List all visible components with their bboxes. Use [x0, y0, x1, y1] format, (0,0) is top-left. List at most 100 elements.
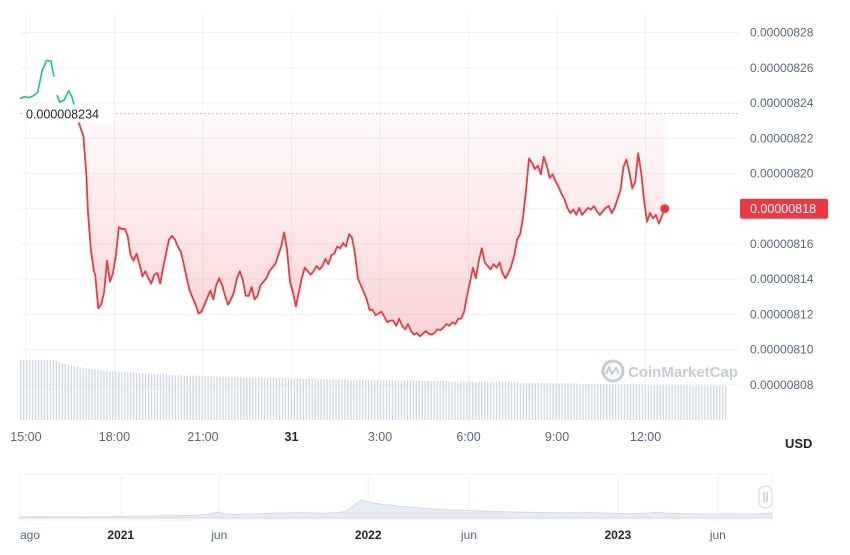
volume-bar	[623, 384, 626, 420]
volume-bar	[34, 360, 37, 420]
volume-bar	[507, 382, 510, 420]
price-lines	[19, 59, 666, 338]
volume-bar	[597, 384, 599, 420]
volume-bar	[186, 375, 188, 420]
volume-bar	[144, 373, 147, 420]
volume-bar	[406, 380, 409, 420]
volume-bar	[150, 373, 153, 420]
volume-bar	[82, 367, 84, 420]
volume-bar	[350, 379, 352, 420]
volume-bar	[632, 384, 635, 420]
volume-bar	[564, 383, 566, 420]
volume-bar	[653, 385, 655, 420]
volume-bar	[257, 377, 260, 420]
volume-bar	[314, 378, 316, 420]
y-tick-label: 0.00000820	[750, 166, 814, 180]
range-navigator[interactable]: ago 2021 jun 2022 jun 2023 jun	[19, 473, 773, 542]
volume-bar	[127, 372, 129, 420]
volume-bar	[543, 382, 545, 420]
price-area-down	[74, 106, 665, 337]
volume-bar	[525, 382, 528, 420]
volume-bar	[528, 382, 531, 420]
volume-bar	[374, 379, 376, 420]
volume-bar	[43, 360, 46, 420]
price-line-up	[56, 89, 76, 107]
volume-bar	[162, 374, 165, 420]
volume-bar	[326, 379, 328, 420]
reference-price-label-bg	[22, 104, 114, 123]
volume-bar	[130, 372, 132, 420]
volume-bar	[546, 382, 548, 420]
volume-bar	[204, 376, 206, 420]
volume-bar	[692, 385, 694, 420]
volume-bar	[558, 383, 560, 420]
volume-bar	[302, 378, 304, 420]
volume-bar	[308, 378, 310, 420]
volume-bar	[665, 385, 667, 420]
volume-bar	[415, 381, 417, 420]
volume-bar	[329, 379, 331, 420]
volume-bar	[409, 380, 412, 420]
volume-bar	[516, 382, 519, 420]
x-axis-ticks: 15:00 18:00 21:00 31 3:00 6:00 9:00 12:00	[10, 430, 661, 444]
volume-bar	[671, 385, 673, 420]
volume-bar	[519, 382, 522, 420]
volume-bar	[335, 379, 337, 420]
volume-bar	[472, 381, 474, 420]
volume-bar	[85, 368, 87, 420]
coinmarketcap-logo-icon	[601, 359, 625, 383]
volume-bar	[725, 385, 727, 420]
y-tick-label: 0.00000814	[750, 272, 814, 286]
volume-bar	[165, 374, 168, 420]
volume-bar	[391, 380, 394, 420]
volume-bar	[299, 378, 301, 420]
volume-bar	[91, 369, 93, 420]
volume-bar	[198, 375, 200, 420]
x-tick-label: 9:00	[545, 430, 569, 444]
navigator-tick-label: 2022	[355, 528, 382, 542]
volume-bar	[484, 382, 486, 420]
reference-price-label: 0.000008234	[26, 108, 99, 122]
navigator-grid	[120, 476, 719, 518]
volume-bar	[58, 361, 61, 420]
volume-bar	[70, 365, 72, 420]
volume-bar	[79, 367, 81, 420]
volume-bar	[647, 384, 650, 420]
volume-bar	[64, 363, 66, 420]
volume-bar	[451, 381, 453, 420]
volume-bar	[353, 379, 355, 420]
volume-bar	[707, 385, 709, 420]
volume-bar	[620, 384, 623, 420]
volume-bar	[201, 376, 203, 420]
volume-bar	[698, 385, 700, 420]
volume-bar	[156, 374, 159, 420]
y-tick-label: 0.00000822	[750, 131, 814, 145]
volume-bar	[668, 385, 670, 420]
volume-bar	[495, 382, 498, 420]
volume-bar	[498, 382, 501, 420]
volume-bar	[385, 380, 388, 420]
volume-bar	[436, 381, 438, 420]
navigator-tick-label: jun	[460, 528, 477, 542]
volume-bar	[136, 373, 138, 420]
volume-bar	[183, 375, 185, 420]
volume-bar	[231, 376, 233, 420]
volume-bar	[347, 379, 349, 420]
volume-bar	[487, 382, 489, 420]
volume-bar	[323, 379, 325, 420]
volume-bar	[332, 379, 334, 420]
volume-bar	[552, 383, 554, 420]
volume-bar	[272, 378, 275, 420]
volume-bar	[124, 372, 126, 420]
volume-bar	[701, 385, 703, 420]
volume-bar	[614, 384, 617, 420]
y-tick-label: 0.00000808	[750, 378, 814, 392]
volume-bar	[281, 378, 284, 420]
volume-bar	[722, 385, 724, 420]
navigator-handle[interactable]	[758, 485, 773, 509]
volume-bar	[180, 375, 182, 420]
navigator-tick-label: 2021	[107, 528, 134, 542]
volume-bar	[243, 377, 245, 420]
volume-bar	[650, 385, 652, 420]
